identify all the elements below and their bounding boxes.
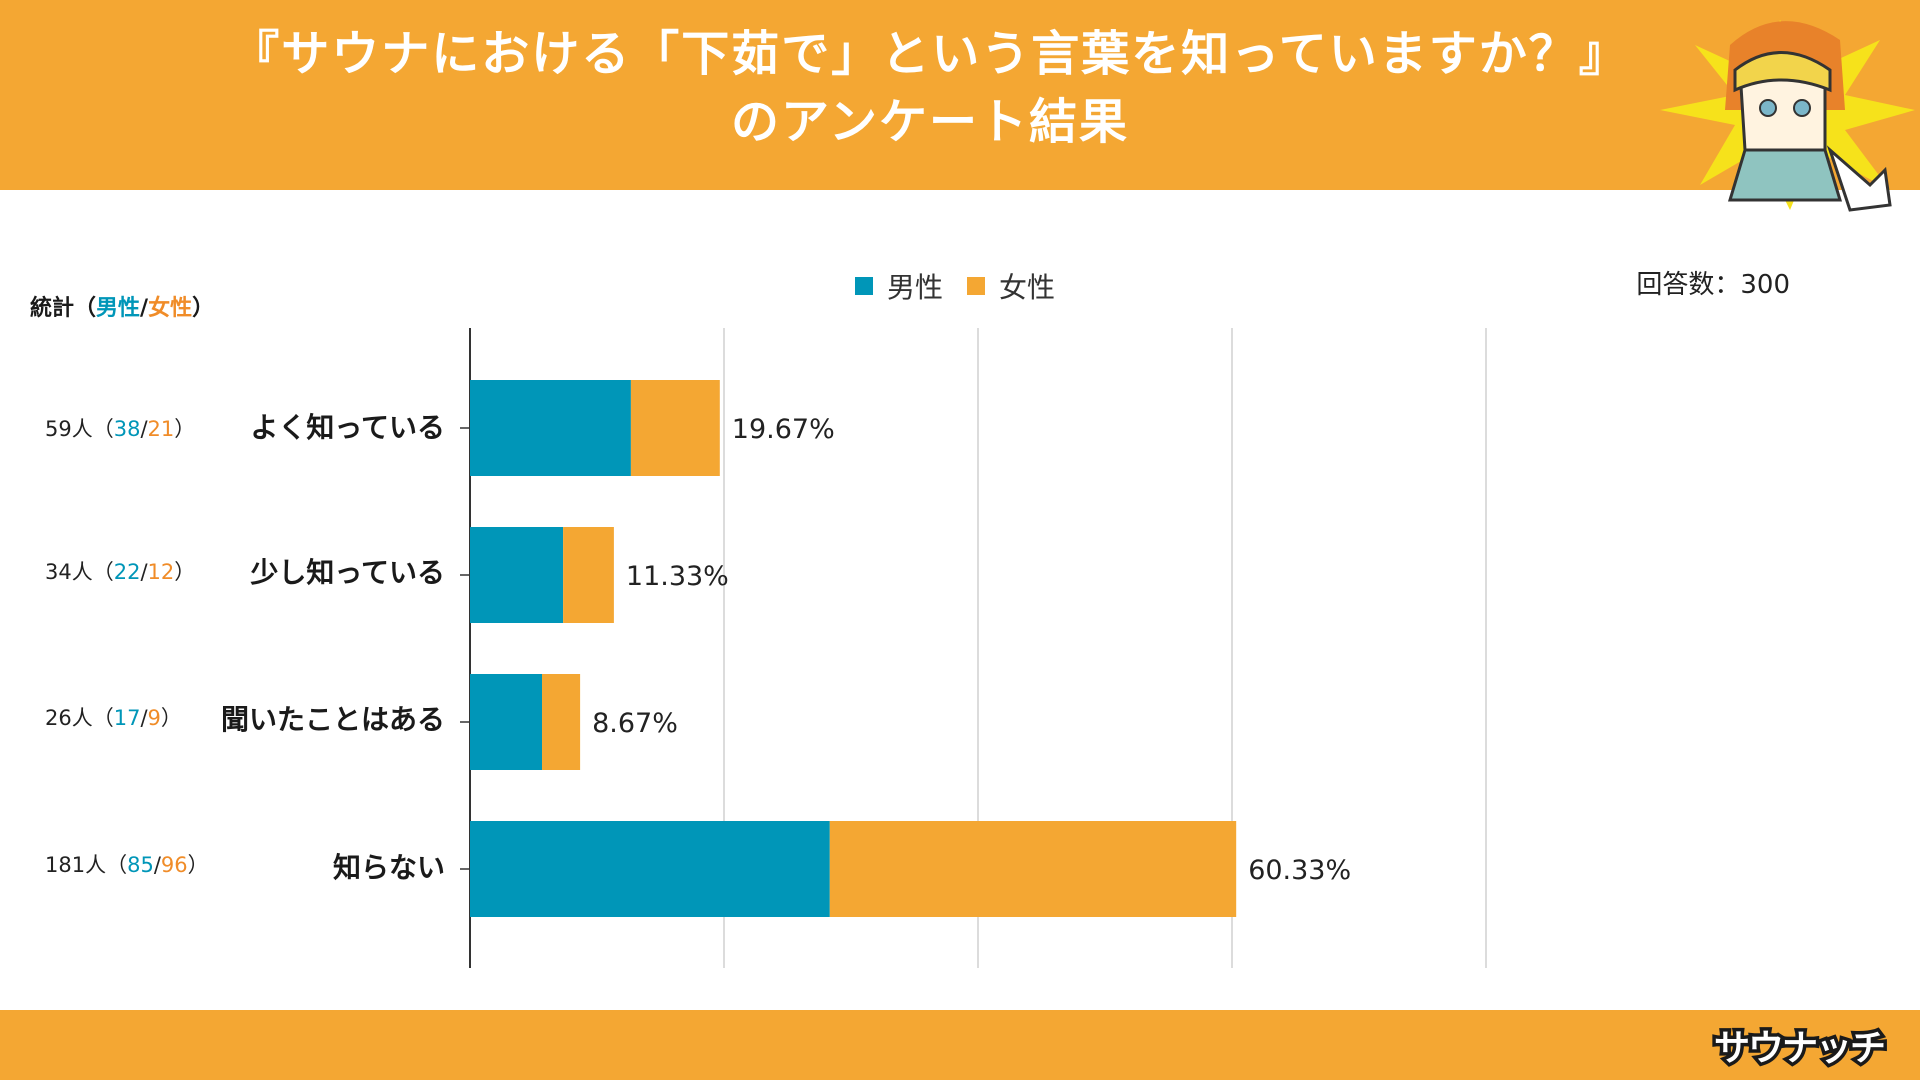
stats-header-suffix: ）	[192, 296, 215, 321]
data-label: 19.67%	[732, 414, 835, 445]
data-label: 11.33%	[626, 561, 729, 592]
bar-female	[542, 674, 581, 770]
stat-total: 181人	[45, 853, 107, 877]
category-label: 少し知っている	[250, 556, 445, 589]
stat-total: 59人	[45, 417, 93, 441]
stat-female: 12	[147, 560, 175, 584]
title-line-2: のアンケート結果	[730, 94, 1130, 150]
stats-header-male: 男性	[96, 296, 141, 321]
stat-row: 34人（22/12）	[45, 560, 196, 584]
stat-row: 59人（38/21）	[45, 417, 196, 441]
data-label: 8.67%	[592, 708, 678, 739]
bar-male	[470, 380, 631, 476]
legend-item-female: 女性	[967, 266, 1055, 306]
stats-header-slash: /	[140, 296, 149, 321]
stat-total: 26人	[45, 706, 93, 730]
legend-item-male: 男性	[855, 266, 943, 306]
stat-male: 85	[127, 853, 154, 877]
bar-female	[630, 380, 720, 476]
stat-female: 96	[160, 853, 188, 877]
stats-header-prefix: 統計（	[30, 296, 97, 321]
stats-header: 統計（男性/女性）	[30, 290, 214, 322]
page-title: 『サウナにおける「下茹で」という言葉を知っていますか？』 のアンケート結果	[120, 20, 1740, 156]
stats-header-female: 女性	[148, 296, 193, 321]
legend-label-female: 女性	[999, 271, 1056, 304]
stat-female: 21	[147, 417, 175, 441]
bar-male	[470, 821, 830, 917]
category-label: 聞いたことはある	[220, 703, 445, 736]
category-label: 知らない	[332, 851, 445, 884]
bar-female	[563, 527, 614, 623]
chart-legend: 男性 女性	[855, 266, 1079, 306]
bar-female	[829, 821, 1237, 917]
stat-row: 26人（17/9）	[45, 706, 182, 730]
bar-male	[470, 527, 564, 623]
title-line-1: 『サウナにおける「下茹で」という言葉を知っていますか？』	[231, 26, 1629, 82]
data-label: 60.33%	[1248, 855, 1351, 886]
stat-total: 34人	[45, 560, 93, 584]
legend-swatch-male	[855, 277, 873, 295]
legend-swatch-female	[967, 277, 986, 295]
legend-label-male: 男性	[887, 271, 944, 304]
bar-male	[470, 674, 543, 770]
footer-banner: サウナッチ	[0, 1010, 1920, 1080]
brand-logo: サウナッチ	[1711, 1025, 1890, 1073]
mascot-pointing-icon	[1660, 20, 1915, 212]
stat-male: 17	[113, 706, 141, 730]
stat-male: 38	[113, 417, 141, 441]
response-count: 回答数：300	[1636, 270, 1790, 300]
stat-male: 22	[113, 560, 141, 584]
category-label: よく知っている	[250, 411, 445, 444]
header-banner: 『サウナにおける「下茹で」という言葉を知っていますか？』 のアンケート結果	[0, 0, 1920, 212]
stat-row: 181人（85/96）	[45, 853, 209, 877]
stat-female: 9	[147, 706, 161, 730]
brand-logo-text: サウナッチ	[1714, 1028, 1884, 1069]
